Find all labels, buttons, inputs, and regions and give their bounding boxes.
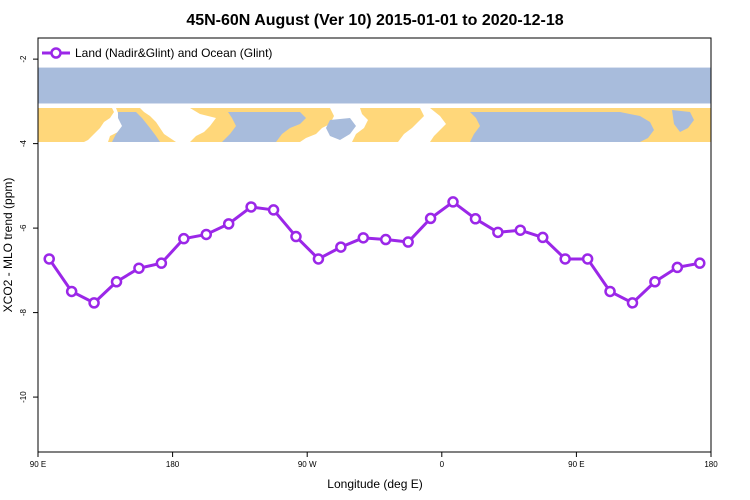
data-point-0-29 [694,257,706,269]
data-point-0-3 [110,276,123,288]
data-point-0-21 [514,224,527,236]
data-point-0-15 [379,233,392,246]
data-point-0-22 [537,231,549,244]
data-point-0-19 [469,213,482,225]
data-point-0-20 [492,226,504,239]
data-point-0-0 [43,253,55,265]
chart-title: 45N-60N August (Ver 10) 2015-01-01 to 20… [186,12,563,29]
x-tick-label-5: 180 [704,460,718,469]
data-point-0-17 [424,212,437,225]
data-point-0-13 [335,241,347,253]
data-point-0-27 [649,276,661,288]
y-tick-label-3: -8 [19,308,28,316]
data-point-0-23 [559,253,571,265]
plot-frame [37,37,712,453]
x-axis: 90 E 180 90 W 0 90 E 180 [30,452,718,469]
data-point-0-1 [65,285,78,298]
x-axis-label: Longitude (deg E) [327,477,422,491]
legend-marker [50,47,62,59]
x-tick-label-2: 90 W [298,460,317,469]
data-point-0-8 [222,218,235,230]
data-point-0-26 [626,297,639,309]
data-point-0-7 [200,228,212,241]
data-point-0-4 [133,262,145,274]
x-tick-label-0: 90 E [30,460,46,469]
series-line-0 [47,200,701,305]
world-map-band [38,67,711,142]
map-band-ocean [38,67,711,104]
legend-label: Land (Nadir&Glint) and Ocean (Glint) [75,46,272,60]
series-layer [43,196,706,309]
y-axis-label: XCO2 - MLO trend (ppm) [1,178,15,313]
y-tick-label-2: -6 [19,224,28,232]
data-point-0-24 [581,253,594,265]
data-point-0-18 [447,196,459,208]
x-tick-label-4: 90 E [568,460,584,469]
x-tick-label-3: 0 [440,460,445,469]
data-point-0-25 [604,285,616,298]
data-point-0-10 [267,204,280,216]
data-point-0-16 [402,236,414,248]
data-point-0-11 [290,230,302,243]
legend: Land (Nadir&Glint) and Ocean (Glint) [42,46,272,60]
y-tick-label-1: -4 [19,140,28,148]
y-axis: -2 -4 -6 -8 -10 [19,55,38,403]
y-tick-label-0: -2 [19,55,28,63]
data-point-0-5 [155,257,168,269]
map-band-water [112,110,694,142]
data-point-0-28 [671,261,684,274]
data-point-0-14 [357,232,370,244]
data-point-0-2 [88,297,100,309]
data-point-0-12 [312,253,325,265]
data-point-0-6 [178,232,190,245]
x-tick-label-1: 180 [166,460,180,469]
data-point-0-9 [245,201,257,213]
y-tick-label-4: -10 [19,391,28,403]
